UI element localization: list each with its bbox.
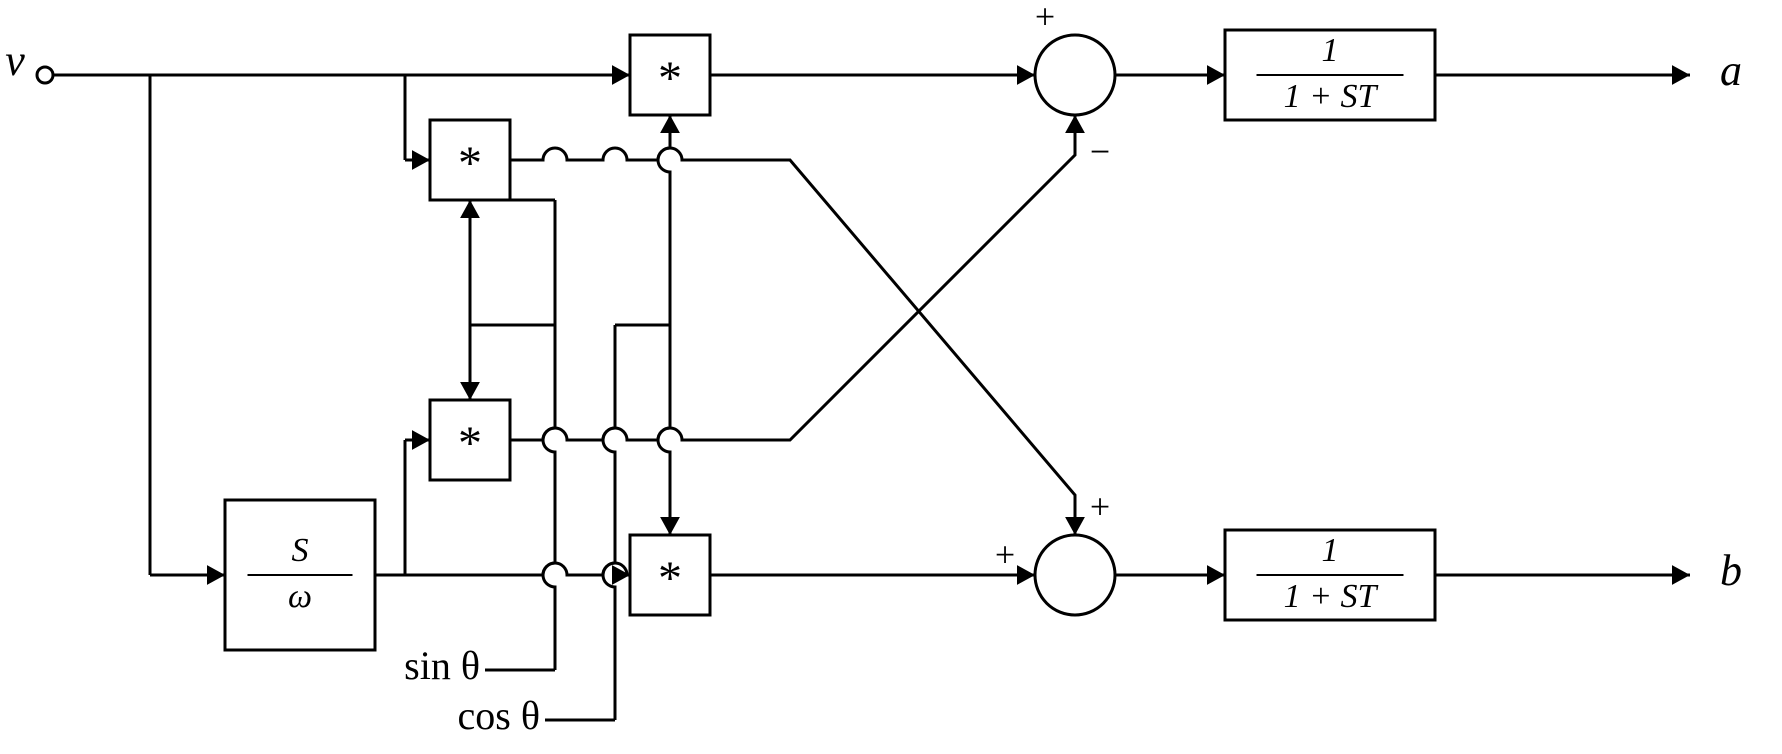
svg-text:*: *	[658, 552, 682, 605]
sign-sum2_plus2: +	[1090, 486, 1110, 526]
label-sin: sin θ	[404, 643, 480, 688]
block-diagram: Sω * * * * 1 1 + ST 1 1 + ST v sin θ cos θ a b + − + +	[0, 0, 1782, 754]
label-cos: cos θ	[458, 693, 540, 738]
label-v: v	[5, 36, 25, 85]
svg-text:1: 1	[1322, 32, 1339, 69]
svg-text:1 + ST: 1 + ST	[1284, 78, 1379, 115]
sign-sum1_minus: −	[1090, 131, 1110, 171]
svg-text:ω: ω	[288, 578, 312, 615]
svg-text:*: *	[658, 52, 682, 105]
block-sum-1	[1035, 35, 1115, 115]
label-b: b	[1720, 546, 1742, 595]
block-sum-2	[1035, 535, 1115, 615]
svg-text:*: *	[458, 417, 482, 470]
sign-sum1_plus: +	[1035, 0, 1055, 36]
sign-sum2_plus1: +	[995, 534, 1015, 574]
svg-text:*: *	[458, 137, 482, 190]
svg-text:1: 1	[1322, 532, 1339, 569]
node-v	[37, 67, 53, 83]
svg-text:S: S	[292, 532, 309, 569]
svg-text:1 + ST: 1 + ST	[1284, 578, 1379, 615]
label-a: a	[1720, 46, 1742, 95]
